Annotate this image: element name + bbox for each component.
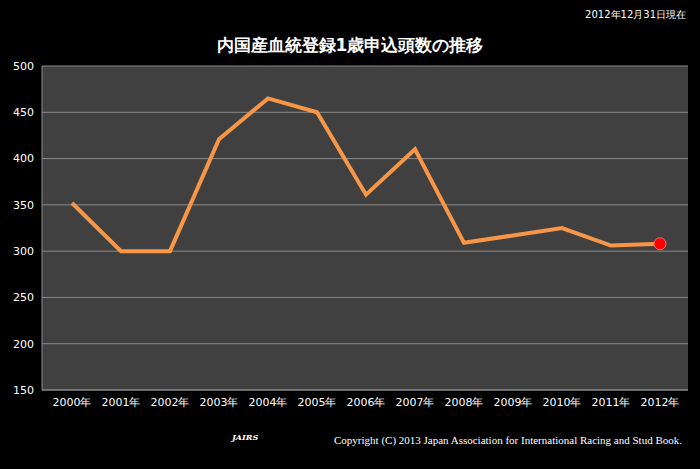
svg-text:2000年: 2000年	[53, 396, 92, 409]
html-text:内国産血統登録1歳申込頭数の推移: 内国産血統登録1歳申込頭数の推移	[216, 35, 484, 55]
svg-text:2009年: 2009年	[494, 396, 533, 409]
svg-text:450: 450	[13, 106, 34, 119]
svg-text:2001年: 2001年	[102, 396, 141, 409]
svg-text:2003年: 2003年	[200, 396, 239, 409]
svg-text:2010年: 2010年	[543, 396, 582, 409]
svg-text:2004年: 2004年	[249, 396, 288, 409]
svg-text:2002年: 2002年	[151, 396, 190, 409]
svg-text:500: 500	[13, 60, 34, 73]
html-text:JAIRS: JAIRS	[232, 432, 259, 442]
svg-text:250: 250	[13, 291, 34, 304]
svg-text:2011年: 2011年	[592, 396, 631, 409]
svg-text:200: 200	[13, 338, 34, 351]
svg-text:2006年: 2006年	[347, 396, 386, 409]
svg-text:2005年: 2005年	[298, 396, 337, 409]
html-text:2012年12月31日現在: 2012年12月31日現在	[585, 9, 686, 20]
html-text:Copyright (C) 2013 Japan Assoc: Copyright (C) 2013 Japan Association for…	[334, 434, 682, 446]
svg-text:350: 350	[13, 199, 34, 212]
svg-text:2007年: 2007年	[396, 396, 435, 409]
svg-text:2008年: 2008年	[445, 396, 484, 409]
svg-text:150: 150	[13, 384, 34, 397]
svg-text:400: 400	[13, 152, 34, 165]
svg-text:2012年: 2012年	[641, 396, 680, 409]
svg-text:300: 300	[13, 245, 34, 258]
